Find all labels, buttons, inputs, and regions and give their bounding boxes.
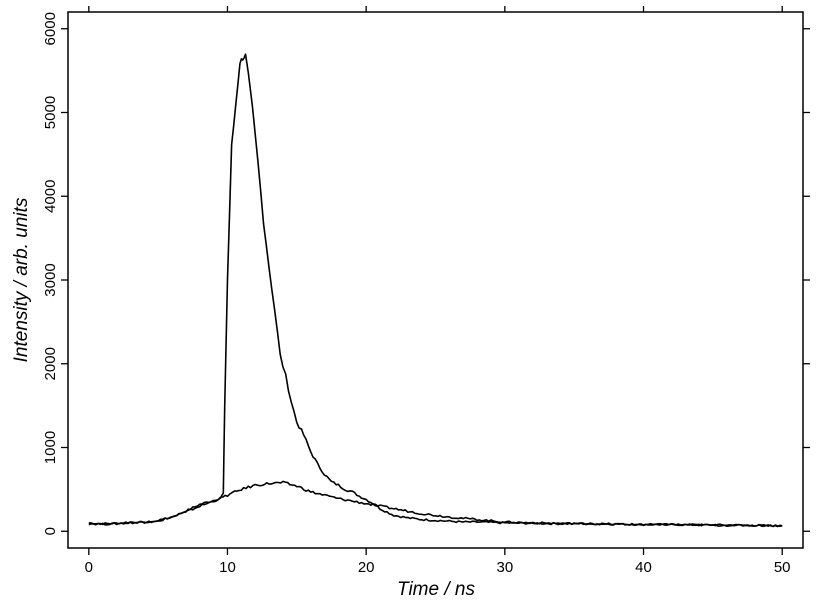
- y-axis: 0 1000 2000 3000 4000 5000 6000: [42, 12, 810, 535]
- y-axis-title: Intensity / arb. units: [11, 197, 32, 362]
- y-tick-label-5000: 5000: [42, 96, 59, 129]
- series-line-2: [88, 480, 783, 528]
- x-tick-label-50: 50: [774, 559, 791, 576]
- x-tick-label-30: 30: [496, 559, 513, 576]
- x-tick-label-10: 10: [219, 559, 236, 576]
- x-tick-label-0: 0: [85, 559, 93, 576]
- x-axis: 0 10 20 30 40 50: [85, 6, 791, 576]
- y-tick-label-2000: 2000: [42, 347, 59, 380]
- x-axis-title: Time / ns: [397, 579, 475, 600]
- y-tick-label-4000: 4000: [42, 180, 59, 213]
- x-tick-label-40: 40: [635, 559, 652, 576]
- y-tick-label-0: 0: [42, 527, 59, 535]
- x-tick-label-20: 20: [358, 559, 375, 576]
- series-layer: [88, 53, 783, 528]
- plot-frame: [67, 11, 804, 549]
- y-tick-label-6000: 6000: [42, 12, 59, 45]
- y-tick-label-3000: 3000: [42, 263, 59, 296]
- series-line-1: [88, 53, 783, 528]
- y-tick-label-1000: 1000: [42, 431, 59, 464]
